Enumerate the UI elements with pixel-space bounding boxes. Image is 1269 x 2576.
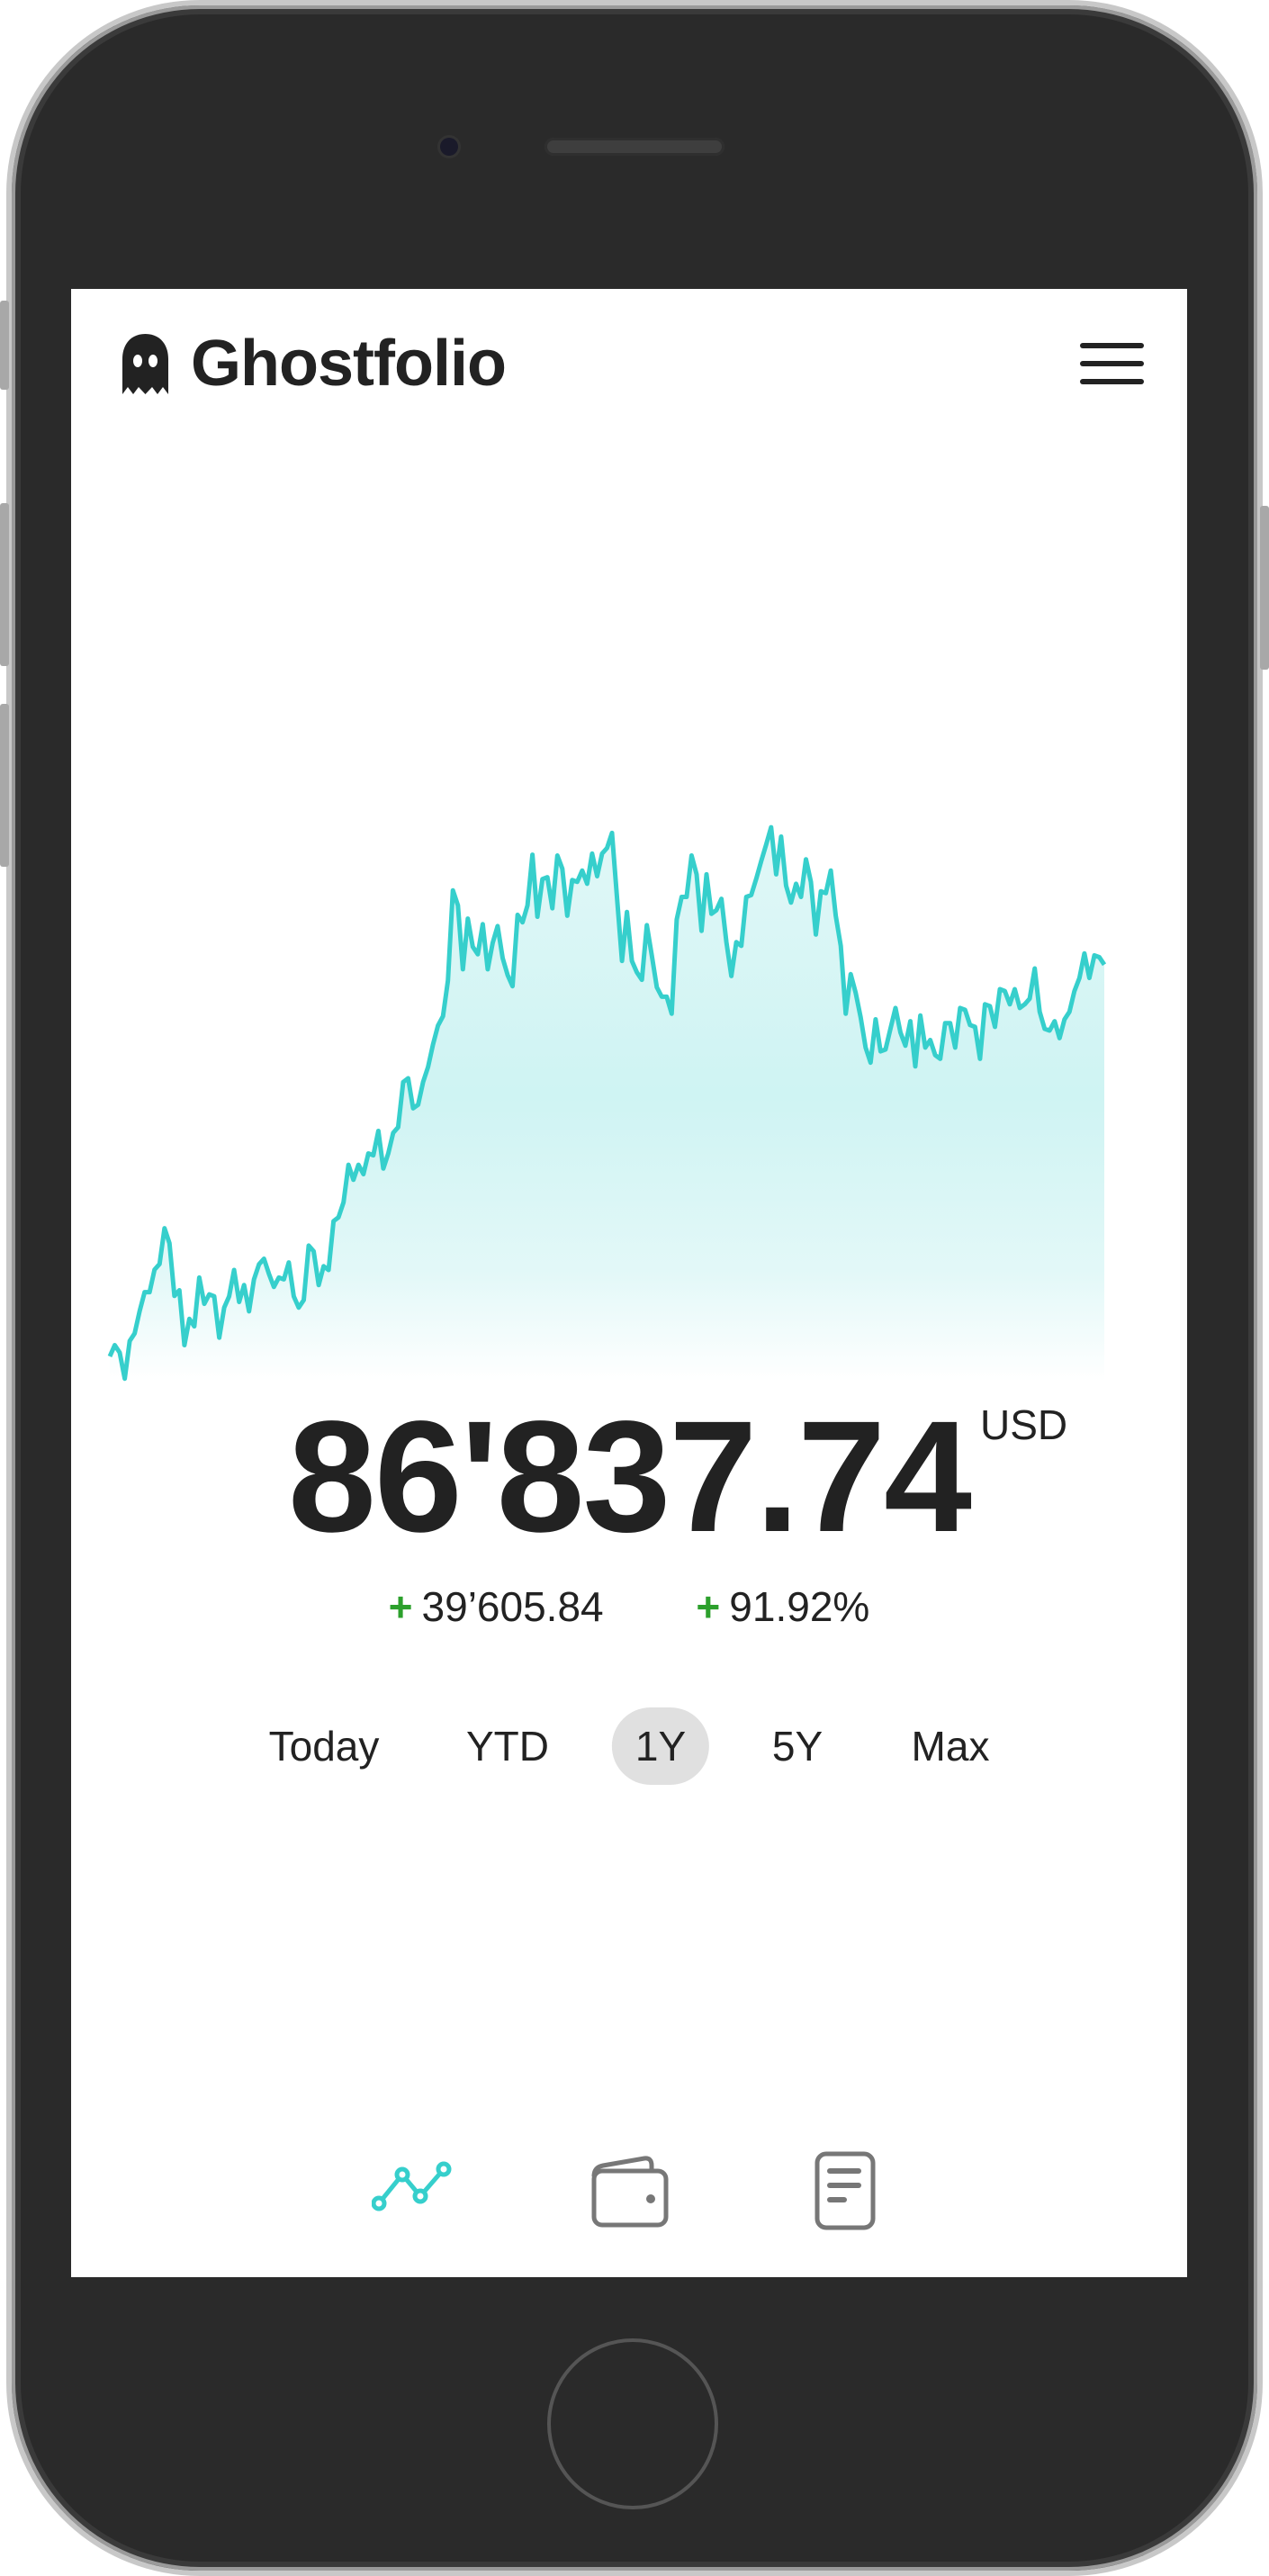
- ghost-icon: [122, 334, 168, 394]
- earpiece-speaker: [544, 138, 724, 156]
- period-today[interactable]: Today: [268, 1723, 380, 1770]
- power-button: [1260, 506, 1269, 670]
- performance-changes: +39’605.84 +91.92%: [71, 1582, 1187, 1631]
- relative-change-value: 91.92%: [729, 1583, 870, 1630]
- document-icon[interactable]: [805, 2149, 886, 2230]
- relative-change: +91.92%: [696, 1582, 869, 1631]
- chart-series-line: [107, 824, 1107, 1382]
- volume-down-button: [0, 704, 9, 867]
- app-screen: Ghostfolio 86'837.74 USD +39’605.84 +91.…: [71, 289, 1187, 2277]
- home-button[interactable]: [547, 2338, 718, 2509]
- period-selector: Today YTD 1Y 5Y Max: [71, 1707, 1187, 1785]
- currency-label: USD: [980, 1401, 1068, 1448]
- volume-up-button: [0, 503, 9, 666]
- period-ytd[interactable]: YTD: [466, 1723, 549, 1770]
- absolute-change-value: 39’605.84: [421, 1583, 604, 1630]
- front-camera: [440, 138, 458, 156]
- performance-chart: [107, 824, 1107, 1423]
- wallet-icon[interactable]: [589, 2149, 670, 2230]
- line-chart-icon[interactable]: [372, 2149, 453, 2230]
- period-max[interactable]: Max: [911, 1723, 990, 1770]
- app-title[interactable]: Ghostfolio: [191, 328, 507, 400]
- period-1y[interactable]: 1Y: [611, 1707, 710, 1785]
- hamburger-menu-icon[interactable]: [1080, 343, 1144, 384]
- positive-sign: +: [696, 1583, 721, 1630]
- mute-switch: [0, 301, 9, 390]
- portfolio-value-amount: 86'837.74: [288, 1389, 972, 1565]
- absolute-change: +39’605.84: [389, 1582, 604, 1631]
- period-5y[interactable]: 5Y: [771, 1723, 824, 1770]
- positive-sign: +: [388, 1583, 413, 1630]
- portfolio-value: 86'837.74: [71, 1383, 1187, 1572]
- chart-area-fill: [110, 827, 1104, 1423]
